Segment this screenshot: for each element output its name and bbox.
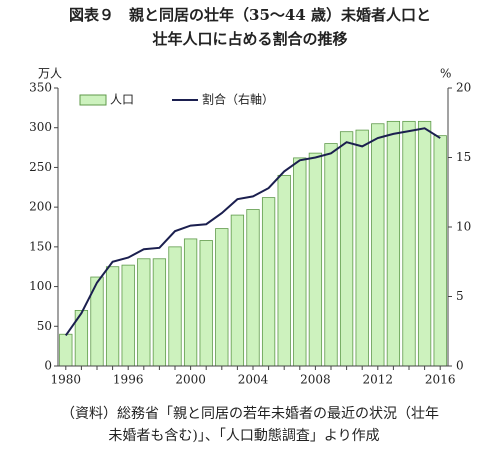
bar	[215, 228, 229, 367]
bar	[339, 131, 354, 367]
bar	[371, 123, 385, 367]
x-tick-label: 2008	[300, 373, 331, 387]
bar	[59, 333, 73, 367]
bar	[402, 120, 416, 367]
bar	[386, 120, 401, 367]
y-axis-label: 万人	[38, 67, 62, 81]
chart-title: 壮年人口に占める割合の推移	[152, 30, 347, 48]
line	[64, 127, 441, 336]
bar	[199, 240, 213, 367]
y-tick-label: 200	[29, 200, 52, 214]
bar	[355, 129, 369, 367]
bar	[277, 174, 291, 367]
y-tick-label: 150	[29, 239, 52, 253]
y-tick-label: 0	[44, 359, 52, 373]
bar	[121, 264, 135, 367]
x-tick-label: 2016	[425, 373, 456, 387]
bar	[293, 157, 307, 367]
bar	[246, 209, 260, 367]
bar	[168, 246, 182, 367]
bar	[324, 143, 338, 367]
y-tick-label: 300	[29, 120, 52, 134]
bar	[230, 214, 245, 367]
y2-tick-label: 5	[456, 289, 464, 303]
bar	[433, 135, 447, 367]
bar	[137, 258, 151, 367]
y-tick-label: 250	[29, 160, 52, 174]
bar	[152, 258, 167, 367]
bar	[105, 266, 120, 367]
y-tick-label: 350	[29, 81, 52, 95]
legend-label: 人口	[110, 93, 134, 107]
y2-axis-label: %	[440, 67, 451, 81]
y2-tick-label: 0	[456, 359, 464, 373]
x-tick-label: 2000	[175, 373, 206, 387]
bar	[261, 197, 276, 367]
x-tick-label: 1996	[113, 373, 144, 387]
y-tick-label: 100	[29, 279, 52, 293]
source-note: （資料）総務省「親と同居の若年未婚者の最近の状況（壮年	[61, 406, 439, 422]
legend-label: 割合（右軸）	[202, 92, 274, 107]
source-note: 未婚者も含む)」、「人口動態調査」より作成	[108, 428, 379, 444]
y2-tick-label: 20	[456, 81, 471, 95]
y2-tick-label: 10	[456, 220, 471, 234]
bar	[308, 152, 323, 367]
x-tick-label: 2012	[363, 373, 394, 387]
bar	[183, 238, 198, 367]
chart-title: 図表９ 親と同居の壮年（35～44 歳）未婚者人口と	[69, 6, 431, 24]
y2-tick-label: 15	[456, 150, 471, 164]
legend-swatch	[79, 94, 107, 106]
bar	[417, 120, 432, 367]
x-tick-label: 1980	[51, 373, 82, 387]
y-tick-label: 50	[37, 319, 52, 333]
x-tick-label: 2004	[238, 373, 269, 387]
